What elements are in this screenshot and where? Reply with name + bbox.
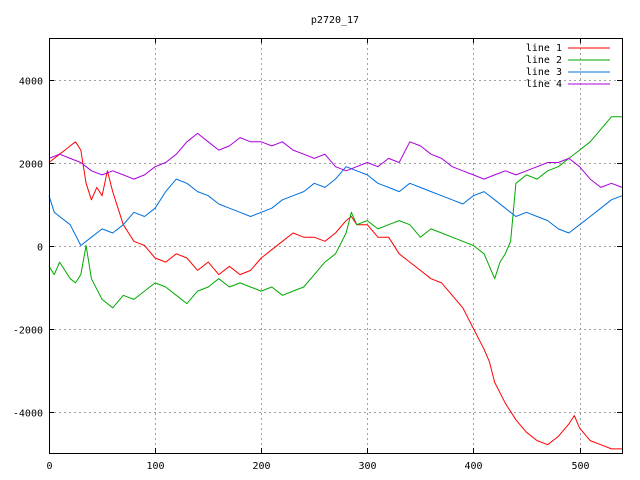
y-tick-label-0: -4000 — [13, 409, 43, 420]
y-tick-label-4: 4000 — [19, 77, 43, 88]
x-tick-label-4: 400 — [464, 461, 482, 472]
y-tick-label-2: 0 — [37, 243, 43, 254]
x-tick-label-1: 100 — [146, 461, 164, 472]
x-tick-label-2: 200 — [252, 461, 270, 472]
chart-title: p2720_17 — [311, 15, 359, 26]
x-tick-label-5: 500 — [571, 461, 589, 472]
axes: 0 100 200 300 400 500 -4000 -2000 0 2000 4000 — [13, 38, 623, 472]
legend-label-1: line 1 — [526, 43, 562, 54]
series-line-1 — [48, 141, 622, 450]
x-tick-label-3: 300 — [358, 461, 376, 472]
legend-label-4: line 4 — [526, 79, 562, 90]
legend-label-3: line 3 — [526, 67, 562, 78]
series-line-3 — [48, 166, 623, 246]
legend-label-2: line 2 — [526, 55, 562, 66]
series-line-2 — [48, 116, 622, 309]
x-tick-label-0: 0 — [46, 461, 52, 472]
y-tick-label-3: 2000 — [19, 160, 43, 171]
grid — [49, 38, 622, 453]
series-lines — [48, 116, 623, 450]
y-tick-label-1: -2000 — [13, 326, 43, 337]
series-line-4 — [48, 132, 623, 188]
